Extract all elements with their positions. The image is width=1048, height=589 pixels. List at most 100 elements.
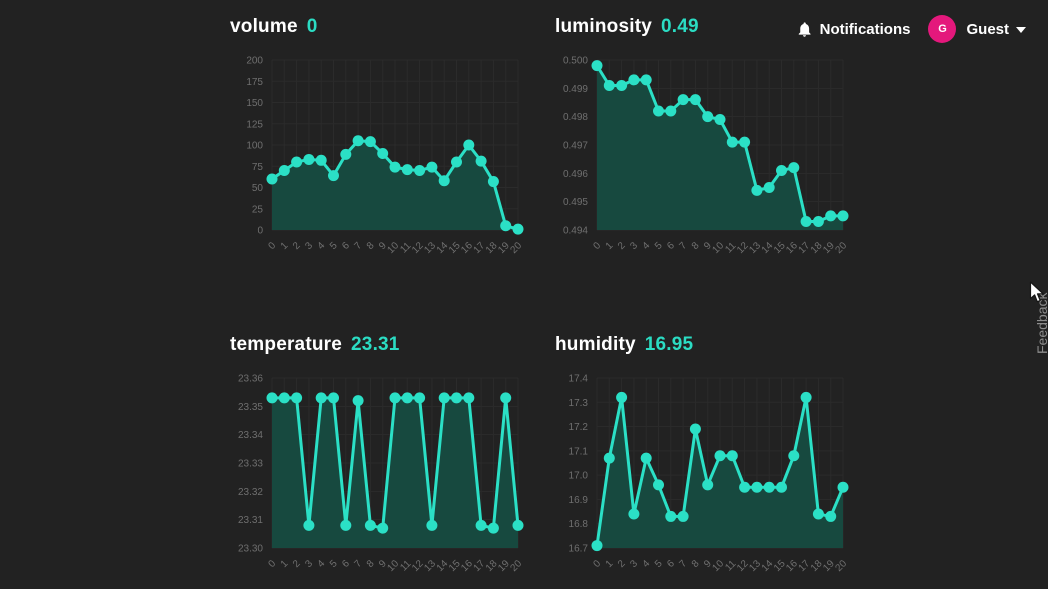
x-tick-label: 4 <box>641 240 653 252</box>
x-tick-label: 3 <box>628 240 640 252</box>
data-point <box>825 510 837 522</box>
x-tick-label: 7 <box>678 240 690 252</box>
y-tick-label: 17.3 <box>569 398 589 409</box>
data-point <box>812 508 824 520</box>
avatar-initial: G <box>938 23 947 35</box>
chart-current-value: 16.95 <box>644 334 694 355</box>
data-point <box>487 176 499 188</box>
data-point <box>616 391 628 403</box>
x-tick-label: 7 <box>678 558 690 570</box>
data-point <box>800 391 812 403</box>
chart-title-label: luminosity <box>555 16 653 37</box>
data-point <box>837 210 849 222</box>
data-point <box>438 175 450 187</box>
data-point <box>451 392 462 404</box>
data-point <box>837 481 849 493</box>
data-point <box>751 184 763 196</box>
y-tick-label: 23.34 <box>238 430 263 441</box>
bell-icon <box>796 20 813 39</box>
data-point <box>278 165 290 176</box>
x-tick-label: 6 <box>665 558 677 570</box>
y-tick-label: 175 <box>246 77 263 88</box>
y-tick-label: 0.494 <box>563 226 588 237</box>
data-point <box>751 481 763 493</box>
chart-title-volume: volume 0 <box>230 16 528 38</box>
data-point <box>726 136 738 148</box>
data-point <box>438 392 450 404</box>
user-label: Guest <box>966 20 1009 38</box>
y-tick-label: 17.0 <box>569 471 589 482</box>
chart-title-label: volume <box>230 16 298 37</box>
avatar[interactable]: G <box>928 15 957 43</box>
data-point <box>401 392 413 404</box>
data-point <box>653 105 664 117</box>
feedback-tab[interactable]: Feedback <box>1034 292 1048 354</box>
x-tick-label: 0 <box>591 558 603 570</box>
chart-current-value: 23.31 <box>351 334 400 355</box>
data-point <box>714 114 726 125</box>
chart-current-value: 0 <box>306 16 318 37</box>
x-tick-label: 0 <box>266 240 278 252</box>
y-tick-label: 23.35 <box>238 402 263 413</box>
notifications-label: Notifications <box>819 20 911 38</box>
luminosity-chart: 0.494 0.495 0.496 0.497 0.498 0.499 0.500 0 1 2 3 4… <box>551 54 853 266</box>
data-point <box>463 392 475 404</box>
y-tick-label: 23.31 <box>238 515 263 526</box>
data-point <box>500 392 512 404</box>
notifications-button[interactable]: Notifications <box>796 20 911 39</box>
x-tick-label: 20 <box>508 558 524 574</box>
x-tick-label: 0 <box>266 558 278 570</box>
data-point <box>328 392 339 404</box>
data-point <box>665 105 677 117</box>
data-point <box>475 155 487 167</box>
data-point <box>315 154 327 166</box>
x-tick-label: 3 <box>303 240 315 252</box>
y-tick-label: 0 <box>257 226 263 237</box>
data-point <box>266 392 278 404</box>
y-tick-label: 17.4 <box>569 374 589 385</box>
data-point <box>328 170 339 182</box>
data-point <box>303 153 315 165</box>
x-tick-label: 0 <box>591 240 603 252</box>
data-point <box>702 479 714 491</box>
x-tick-label: 1 <box>279 558 291 570</box>
data-point <box>303 519 315 531</box>
data-point <box>800 216 812 227</box>
data-point <box>315 392 327 404</box>
data-point <box>377 522 389 534</box>
data-point <box>628 74 640 86</box>
y-tick-label: 0.497 <box>563 141 588 152</box>
chart-title-humidity: humidity 16.95 <box>555 334 853 356</box>
data-point <box>677 94 689 106</box>
volume-chart: 0 25 50 75 100 125 150 175 200 0 1 2 3 4 5 6 7 8 9 10 11 12 13… <box>226 54 528 266</box>
data-point <box>389 392 401 404</box>
data-point <box>739 136 751 148</box>
y-tick-label: 0.498 <box>563 112 588 123</box>
data-point <box>291 156 303 168</box>
data-point <box>426 519 438 531</box>
data-point <box>603 80 615 91</box>
x-tick-label: 2 <box>291 240 303 252</box>
data-point <box>463 139 475 151</box>
data-point <box>677 510 689 522</box>
x-tick-label: 5 <box>328 558 340 570</box>
humidity-chart: 16.7 16.8 16.9 17.0 17.1 17.2 17.3 17.4 0 1 2 3 4 5 6 7… <box>551 372 853 584</box>
user-menu-button[interactable]: Guest <box>966 21 1026 38</box>
data-point <box>364 136 376 148</box>
x-tick-label: 3 <box>303 558 315 570</box>
x-tick-label: 8 <box>690 240 702 252</box>
y-tick-label: 23.33 <box>238 459 263 470</box>
data-point <box>352 395 364 407</box>
data-point <box>451 156 462 168</box>
x-tick-label: 20 <box>508 240 524 256</box>
area-fill <box>272 397 518 548</box>
y-tick-label: 0.495 <box>563 197 588 208</box>
x-tick-label: 7 <box>353 240 365 252</box>
x-tick-label: 8 <box>690 558 702 570</box>
data-point <box>487 522 499 534</box>
data-point <box>352 135 364 147</box>
y-tick-label: 17.1 <box>569 446 589 457</box>
data-point <box>776 481 787 493</box>
header-bar: Notifications G Guest <box>796 14 1026 44</box>
area-fill <box>597 397 843 548</box>
